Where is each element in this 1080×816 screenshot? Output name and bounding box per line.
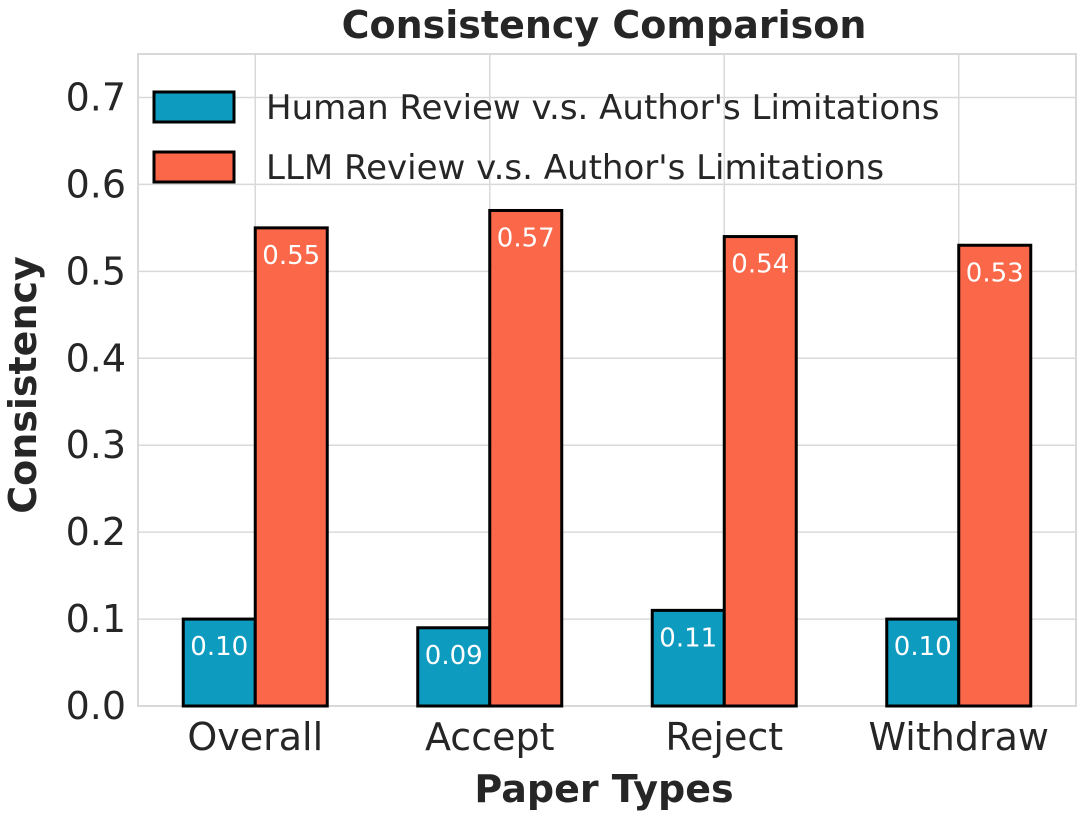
data-label: 0.11 [659,623,717,653]
bar-llm-accept [488,208,564,708]
y-tick-label: 0.1 [66,597,126,641]
y-axis-label: Consistency [1,256,45,514]
legend-swatch [152,150,236,184]
bar-human-reject [650,608,726,708]
x-tick-label: Overall [187,715,323,759]
data-label: 0.10 [894,632,952,662]
data-label: 0.55 [262,241,320,271]
bar-llm-reject [722,235,798,708]
legend-swatch [152,90,236,124]
data-label: 0.09 [425,641,483,671]
y-tick-label: 0.4 [66,336,126,380]
y-tick-label: 0.7 [66,75,126,119]
chart-title: Consistency Comparison [342,3,867,47]
bars: 0.10 0.55 0.09 0.57 0.11 0.54 0.10 0.53 [181,208,1033,708]
x-tick-label: Withdraw [869,715,1049,759]
legend-label: Human Review v.s. Author's Limitations [266,88,939,128]
tick-labels: 0.0 0.1 0.2 0.3 0.4 0.5 0.6 0.7 Overall Accept Rej… [66,75,1049,759]
y-tick-label: 0.5 [66,249,126,293]
bar-human-withdraw [885,617,961,708]
y-tick-label: 0.2 [66,510,126,554]
legend: Human Review v.s. Author's Limitations LL… [152,88,939,188]
y-tick-label: 0.6 [66,162,126,206]
y-tick-label: 0.3 [66,423,126,467]
data-label: 0.57 [497,223,555,253]
x-tick-label: Accept [425,715,555,759]
bar-llm-withdraw [957,243,1033,708]
x-axis-label: Paper Types [474,767,733,811]
bar-human-accept [416,626,492,708]
data-label: 0.53 [966,258,1024,288]
bar-llm-overall [253,226,329,708]
plot-frame [137,53,1077,707]
legend-label: LLM Review v.s. Author's Limitations [266,148,884,188]
data-label: 0.10 [190,632,248,662]
bar-human-overall [181,617,257,708]
y-tick-label: 0.0 [66,684,126,728]
data-label: 0.54 [731,250,789,280]
x-tick-label: Reject [665,715,783,759]
